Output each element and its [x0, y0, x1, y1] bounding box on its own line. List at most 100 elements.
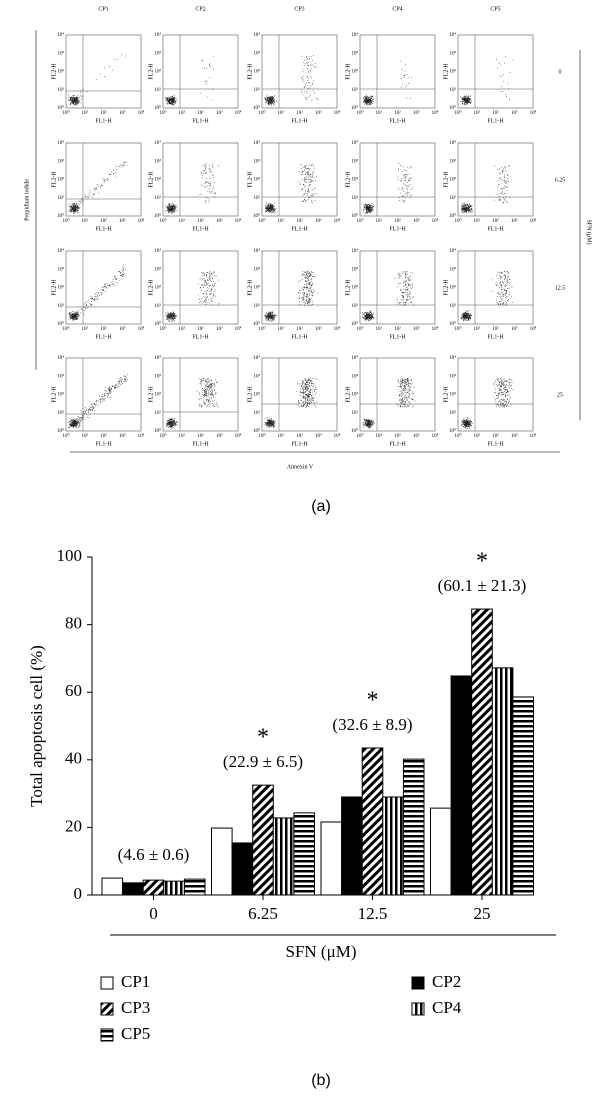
- events: [165, 163, 219, 214]
- y-tick-label: 10²: [155, 69, 162, 75]
- events: [265, 163, 318, 214]
- y-axis-title: Total apoptosis cell (%): [27, 645, 46, 807]
- y-axis-label: FL2-H: [443, 279, 449, 296]
- x-tick-label: 10¹: [179, 110, 186, 116]
- x-tick-label: 10³: [216, 433, 223, 439]
- bar: [231, 842, 254, 896]
- y-tick-label: 10²: [450, 69, 457, 75]
- x-axis-label: FL1-H: [192, 226, 209, 232]
- x-tick-label: 10⁰: [356, 433, 363, 439]
- y-tick-label: 10⁴: [351, 355, 358, 361]
- y-tick-label: 10⁴: [57, 140, 64, 146]
- x-tick-label: 10¹: [82, 326, 89, 332]
- x-tick-label: 10³: [511, 218, 518, 224]
- plot-frame: [261, 250, 338, 325]
- plot-frame: [65, 34, 142, 109]
- x-tick-label: 10³: [413, 218, 420, 224]
- y-tick-label: 10³: [58, 158, 65, 164]
- events: [264, 271, 319, 322]
- x-tick-label: 10⁴: [432, 433, 439, 439]
- events: [165, 55, 214, 107]
- y-tick-label: 10¹: [254, 87, 261, 93]
- x-tick-label: 10⁴: [138, 433, 145, 439]
- y-tick-label: 10⁴: [253, 355, 260, 361]
- y-tick-label: 10⁴: [449, 248, 456, 254]
- x-tick-label: 10³: [216, 218, 223, 224]
- legend-swatch: [411, 976, 425, 990]
- x-tick-label: 10¹: [474, 218, 481, 224]
- y-tick-label: 10³: [450, 50, 457, 56]
- x-tick-label: 10⁴: [235, 110, 242, 116]
- events: [460, 271, 513, 322]
- events: [264, 55, 319, 106]
- y-tick-label: 10²: [155, 285, 162, 291]
- y-tick-label: 10⁰: [57, 105, 64, 111]
- y-tick-label: 10⁴: [351, 248, 358, 254]
- x-tick-label: 10¹: [474, 433, 481, 439]
- y-axis-label: FL2-H: [345, 279, 351, 296]
- x-tick-label: 10²: [394, 433, 401, 439]
- x-tick-label: 10⁰: [62, 433, 69, 439]
- y-tick-label: 10²: [58, 177, 65, 183]
- bar: [382, 796, 404, 896]
- plot-frame: [457, 357, 534, 432]
- y-axis-label: FL2-H: [51, 386, 57, 403]
- y-axis-label: FL2-H: [443, 63, 449, 80]
- x-tick-label: 10¹: [278, 326, 285, 332]
- x-tick-label: 10⁴: [138, 218, 145, 224]
- x-tick-label: 10⁰: [454, 326, 461, 332]
- y-axis-label: FL2-H: [345, 171, 351, 188]
- x-axis-label: FL1-H: [487, 334, 504, 340]
- y-tick-label: 10⁰: [253, 428, 260, 434]
- y-tick-label: 10⁰: [253, 213, 260, 219]
- annotation: (4.6 ± 0.6): [118, 845, 190, 864]
- y-axis-label: FL2-H: [247, 279, 253, 296]
- x-tick-label: 10³: [413, 433, 420, 439]
- y-tick-label: 10¹: [58, 195, 65, 201]
- x-tick-label: 10³: [315, 326, 322, 332]
- y-tick-label: 10¹: [450, 195, 457, 201]
- significance-mark: *: [476, 549, 488, 575]
- events: [362, 60, 412, 106]
- x-tick-label: 10³: [511, 433, 518, 439]
- annotation: (32.6 ± 8.9): [332, 715, 412, 734]
- y-tick-label: 10⁴: [57, 355, 64, 361]
- y-tick-label: 10⁴: [154, 355, 161, 361]
- plot-frame: [261, 357, 338, 432]
- x-axis-label: FL1-H: [291, 441, 308, 447]
- x-tick-label: 10⁴: [432, 110, 439, 116]
- y-tick-label: 10⁴: [449, 140, 456, 146]
- y-axis-label: FL2-H: [345, 63, 351, 80]
- y-tick-label: 10²: [155, 392, 162, 398]
- y-tick-label: 10⁴: [253, 248, 260, 254]
- legend-swatch: [411, 1002, 425, 1016]
- y-tick-label: 10¹: [352, 410, 359, 416]
- y-tick-label: 10³: [450, 266, 457, 272]
- bar: [142, 879, 165, 896]
- y-tick-label: 10²: [254, 177, 261, 183]
- events: [68, 54, 126, 106]
- y-tick-label: 10³: [352, 266, 359, 272]
- y-tick-label: 10⁰: [351, 213, 358, 219]
- y-tick-label: 10²: [352, 392, 359, 398]
- bar: [430, 807, 452, 896]
- legend-swatch: [100, 976, 114, 990]
- x-tick-label: 10¹: [82, 110, 89, 116]
- bar: [320, 821, 343, 896]
- x-tick-label: 10⁴: [530, 326, 537, 332]
- x-tick-label: 10²: [100, 433, 107, 439]
- x-tick-label: 10¹: [179, 326, 186, 332]
- plot-frame: [457, 250, 534, 325]
- y-tick-label: 10⁰: [154, 321, 161, 327]
- x-tick-label: 10²: [100, 218, 107, 224]
- y-tick-label: 10⁰: [449, 105, 456, 111]
- bar: [183, 878, 206, 896]
- y-axis-label: FL2-H: [148, 63, 154, 80]
- y-tick-label: 10⁴: [449, 355, 456, 361]
- x-tick-label: 10³: [216, 326, 223, 332]
- panel-label: (a): [311, 498, 331, 515]
- y-tick-label: 10¹: [254, 303, 261, 309]
- x-tick-label: 10¹: [376, 326, 383, 332]
- y-tick-label: 10⁴: [57, 32, 64, 38]
- bar: [402, 758, 425, 896]
